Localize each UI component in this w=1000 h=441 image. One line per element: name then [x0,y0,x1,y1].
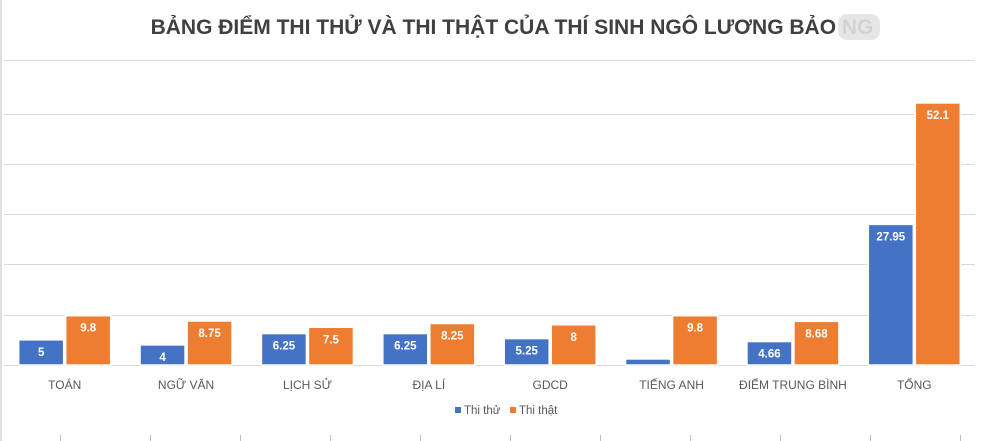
category-label: TỔNG [897,377,932,392]
value-label: 8.68 [805,328,828,340]
value-label: 27.95 [876,231,905,243]
category-label: ĐIỂM TRUNG BÌNH [739,377,847,392]
value-label: 4 [159,352,166,364]
value-label: 9.8 [80,323,97,335]
bottom-axis-ticks [60,435,961,441]
bar [139,344,186,366]
bar [64,314,112,366]
bar [746,340,793,366]
bar [260,332,308,366]
bar [793,320,840,366]
value-label: 8 [570,332,577,344]
chart-title: BẢNG ĐIỂM THI THỬ VÀ THI THẬT CỦA THÍ SI… [151,15,874,39]
category-label: ĐỊA LÍ [412,377,445,392]
value-label: 6.25 [394,341,417,353]
bar [429,322,476,366]
category-labels: TOÁN NGỮ VĂN LỊCH SỬ ĐỊA LÍ GDCD TIẾNG ANH ĐIỂ… [48,377,932,392]
bar [671,314,719,366]
bar [503,337,550,366]
bar [914,102,962,366]
category-label: GDCD [533,378,569,392]
value-label: 5 [38,347,45,359]
bar [550,324,597,366]
bars [17,102,962,366]
legend: Thi thử Thi thật [455,405,558,417]
legend-label: Thi thật [519,405,558,417]
value-label: 8.25 [441,331,464,343]
value-label: 1.2 [640,366,656,378]
category-label: TOÁN [48,377,81,392]
value-label: 5.25 [515,346,538,358]
bar [382,332,429,366]
value-label: 4.66 [758,349,780,361]
bar [186,320,233,366]
bar [867,223,915,366]
value-label: 9.8 [687,323,704,335]
title-blur-mask [838,14,880,40]
bar [307,326,355,366]
value-label: 8.75 [198,328,221,340]
value-label: 6.25 [273,341,296,353]
legend-swatch [510,407,516,413]
value-label: 7.5 [323,334,340,346]
value-labels: 5 9.8 4 8.75 6.25 7.5 6.25 8.25 5.25 8 1.2 9.8 4.66 8… [38,110,950,378]
legend-swatch [455,407,461,413]
value-label: 52.1 [927,110,950,122]
category-label: TIẾNG ANH [639,377,704,392]
bar [624,358,672,366]
bar [17,339,65,366]
legend-label: Thi thử [464,405,501,417]
category-label: LỊCH SỬ [283,377,332,392]
category-label: NGỮ VĂN [158,377,214,392]
